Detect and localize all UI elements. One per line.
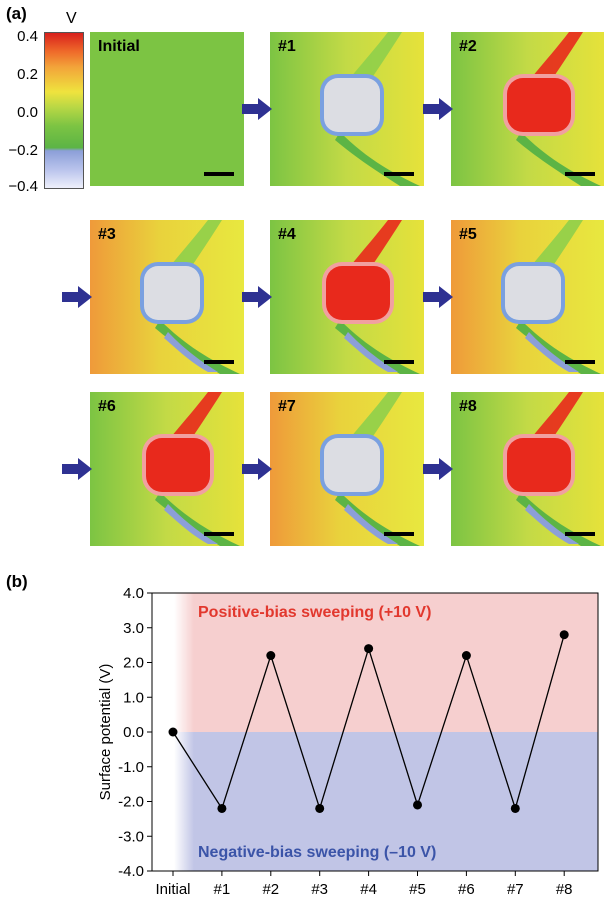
x-tick-label: #2 xyxy=(262,881,279,898)
data-point xyxy=(315,803,325,813)
data-point xyxy=(266,651,276,661)
arrow-icon xyxy=(423,98,453,120)
x-tick-label: Initial xyxy=(155,881,190,898)
y-tick-label: 3.0 xyxy=(123,620,144,637)
data-point xyxy=(217,803,227,813)
data-point xyxy=(510,803,520,813)
potential-map-tile: Initial xyxy=(90,32,244,186)
map-label: #3 xyxy=(98,226,116,243)
colorbar-tick: −0.4 xyxy=(8,178,38,195)
data-point xyxy=(413,800,422,810)
arrow-icon xyxy=(62,286,92,308)
colorbar-tick: −0.2 xyxy=(8,142,38,159)
y-tick-label: 4.0 xyxy=(123,585,144,602)
scale-bar xyxy=(204,172,234,176)
scale-bar xyxy=(384,360,414,364)
x-tick-label: #6 xyxy=(458,881,475,898)
panel-b-label: (b) xyxy=(6,572,28,591)
arrow-icon xyxy=(242,458,272,480)
arrow-icon xyxy=(62,458,92,480)
x-tick-label: #1 xyxy=(214,881,231,898)
x-tick-label: #3 xyxy=(311,881,328,898)
colorbar-tick: 0.0 xyxy=(17,104,38,121)
data-point xyxy=(559,630,569,640)
negative-bias-fade xyxy=(174,732,194,871)
potential-map-tile: #5 xyxy=(451,220,604,374)
map-label: #8 xyxy=(459,398,477,415)
y-tick-label: 2.0 xyxy=(123,655,144,672)
data-point xyxy=(364,644,374,654)
scale-bar xyxy=(565,360,595,364)
potential-map-tile: #4 xyxy=(270,220,424,374)
map-label: #5 xyxy=(459,226,477,243)
positive-bias-annotation: Positive-bias sweeping (+10 V) xyxy=(198,604,431,621)
map-label: #6 xyxy=(98,398,116,415)
y-tick-label: -1.0 xyxy=(118,759,144,776)
negative-bias-annotation: Negative-bias sweeping (–10 V) xyxy=(198,844,436,861)
map-label: #4 xyxy=(278,226,296,243)
colorbar-tick: 0.4 xyxy=(17,28,38,45)
y-tick-label: -4.0 xyxy=(118,863,144,880)
data-point xyxy=(461,651,471,661)
arrow-icon xyxy=(242,286,272,308)
scale-bar xyxy=(384,172,414,176)
x-tick-label: #5 xyxy=(409,881,426,898)
scale-bar xyxy=(565,532,595,536)
arrow-icon xyxy=(423,458,453,480)
map-label: #2 xyxy=(459,38,477,55)
scale-bar xyxy=(204,532,234,536)
positive-bias-region xyxy=(192,593,598,732)
colorbar-unit: V xyxy=(66,10,77,27)
x-tick-label: #7 xyxy=(507,881,524,898)
y-tick-label: 1.0 xyxy=(123,689,144,706)
arrow-icon xyxy=(242,98,272,120)
panel-a-label: (a) xyxy=(6,4,27,23)
scale-bar xyxy=(204,360,234,364)
potential-map-tile: #3 xyxy=(90,220,244,374)
y-tick-label: -2.0 xyxy=(118,794,144,811)
x-tick-label: #4 xyxy=(360,881,377,898)
map-label: #7 xyxy=(278,398,296,415)
map-label: #1 xyxy=(278,38,296,55)
potential-map-tile: #2 xyxy=(451,32,604,186)
y-tick-label: -3.0 xyxy=(118,828,144,845)
potential-map-tile: #7 xyxy=(270,392,424,546)
arrow-icon xyxy=(423,286,453,308)
potential-map-tile: #1 xyxy=(270,32,424,186)
scale-bar xyxy=(384,532,414,536)
data-point xyxy=(168,727,178,737)
colorbar-tick: 0.2 xyxy=(17,66,38,83)
scale-bar xyxy=(565,172,595,176)
y-axis-label: Surface potential (V) xyxy=(97,664,114,801)
positive-bias-fade xyxy=(174,593,194,732)
surface-potential-chart: Positive-bias sweeping (+10 V) Negative-… xyxy=(97,585,599,898)
potential-map-tile: #6 xyxy=(90,392,244,546)
potential-map-tile: #8 xyxy=(451,392,604,546)
map-label: Initial xyxy=(98,38,140,55)
y-tick-label: 0.0 xyxy=(123,724,144,741)
x-tick-label: #8 xyxy=(556,881,573,898)
colorbar xyxy=(44,32,84,189)
